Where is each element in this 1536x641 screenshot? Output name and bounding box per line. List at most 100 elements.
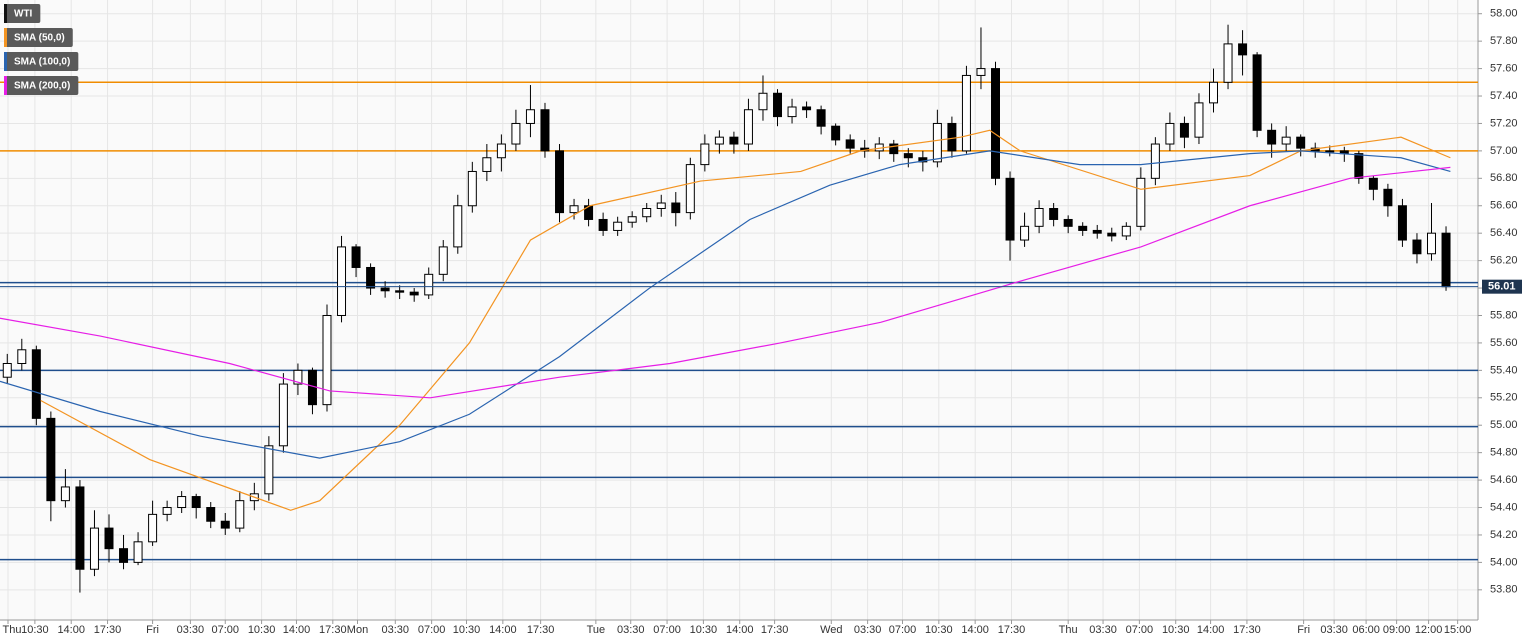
x-tick-label: 14:00: [283, 624, 311, 636]
candle-body: [598, 218, 608, 231]
candle-body: [206, 507, 216, 522]
candle-body: [773, 92, 783, 118]
candle-body: [613, 221, 623, 231]
candle-body: [918, 157, 928, 163]
y-tick-label: 56.60: [1490, 200, 1518, 212]
legend-swatch: [4, 28, 7, 47]
x-tick-label: 17:30: [1233, 624, 1261, 636]
x-tick-label: Wed: [820, 624, 842, 636]
candle-body: [162, 507, 172, 515]
candle-body: [366, 266, 376, 289]
y-tick-label: 53.80: [1490, 584, 1518, 596]
candle-body: [889, 143, 899, 155]
candle-body: [714, 136, 724, 145]
candle-body: [758, 92, 768, 111]
candle-body: [1063, 218, 1073, 227]
candle-body: [1005, 177, 1015, 241]
candle-body: [133, 541, 143, 563]
candle-body: [1049, 207, 1059, 220]
x-tick-label: Mon: [347, 624, 368, 636]
candle-body: [1165, 122, 1175, 145]
candle-body: [31, 349, 41, 419]
y-tick-label: 54.00: [1490, 556, 1518, 568]
candle-body: [220, 520, 230, 529]
candle-body: [511, 122, 521, 145]
y-tick-label: 56.40: [1490, 227, 1518, 239]
candle-body: [235, 500, 245, 529]
candle-body: [278, 383, 288, 447]
x-tick-label: 10:30: [248, 624, 276, 636]
x-tick-label: 03:30: [854, 624, 882, 636]
x-tick-label: 14:00: [57, 624, 85, 636]
candle-body: [1150, 143, 1160, 179]
last-price-label: 56.01: [1488, 281, 1516, 293]
x-tick-label: 17:30: [319, 624, 347, 636]
x-tick-label: 07:00: [211, 624, 239, 636]
x-tick-label: 10:30: [21, 624, 49, 636]
candle-body: [1136, 177, 1146, 227]
x-tick-label: 03:30: [1320, 624, 1348, 636]
candle-body: [584, 205, 594, 220]
y-tick-label: 55.80: [1490, 309, 1518, 321]
x-tick-label: 07:00: [653, 624, 681, 636]
x-tick-label: 17:30: [998, 624, 1026, 636]
x-tick-label: Tue: [587, 624, 606, 636]
x-tick-label: 03:30: [382, 624, 410, 636]
x-tick-label: 17:30: [527, 624, 555, 636]
candle-body: [395, 290, 405, 293]
x-tick-label: Fri: [1297, 624, 1310, 636]
x-tick-label: 14:00: [489, 624, 517, 636]
candle-body: [1252, 54, 1262, 131]
candle-body: [555, 150, 565, 214]
y-tick-label: 58.00: [1490, 8, 1518, 20]
candle-body: [1383, 188, 1393, 207]
x-tick-label: 12:00: [1415, 624, 1443, 636]
candle-body: [46, 417, 56, 502]
y-tick-label: 56.80: [1490, 172, 1518, 184]
y-tick-label: 55.40: [1490, 364, 1518, 376]
candle-body: [177, 496, 187, 509]
sma-line: [40, 129, 1451, 511]
legend-swatch: [4, 76, 7, 95]
candle-body: [1397, 205, 1407, 241]
candle-body: [700, 143, 710, 166]
candle-body: [1267, 129, 1277, 145]
y-tick-label: 54.20: [1490, 529, 1518, 541]
candle-body: [932, 122, 942, 163]
candle-body: [1281, 136, 1291, 145]
x-tick-label: 07:00: [889, 624, 917, 636]
x-tick-label: 10:30: [453, 624, 481, 636]
candle-body: [1238, 43, 1248, 56]
candle-body: [467, 170, 477, 207]
candle-body: [351, 246, 361, 268]
y-tick-label: 55.20: [1490, 392, 1518, 404]
candle-body: [2, 362, 12, 378]
candle-body: [1179, 122, 1189, 138]
x-tick-label: 07:00: [418, 624, 446, 636]
y-tick-label: 56.20: [1490, 255, 1518, 267]
x-tick-label: 03:30: [177, 624, 205, 636]
candle-body: [60, 486, 70, 502]
x-tick-label: 06:00: [1352, 624, 1380, 636]
candle-body: [424, 273, 434, 296]
sma-line: [0, 166, 1451, 399]
plot-area: [0, 0, 1478, 620]
candle-body: [1020, 225, 1030, 241]
candle-body: [337, 246, 347, 316]
candle-body: [1121, 225, 1131, 237]
candle-body: [322, 314, 332, 406]
candle-body: [671, 202, 681, 214]
candle-body: [642, 207, 652, 218]
candle-body: [264, 445, 274, 495]
y-tick-label: 55.60: [1490, 337, 1518, 349]
candle-body: [976, 68, 986, 76]
x-tick-label: 17:30: [94, 624, 122, 636]
candle-body: [438, 246, 448, 275]
candle-body: [961, 74, 971, 152]
candle-body: [1223, 43, 1233, 83]
legend-swatch: [4, 52, 7, 71]
candle-body: [1296, 136, 1306, 149]
x-tick-label: 15:00: [1444, 624, 1472, 636]
candle-body: [729, 136, 739, 145]
